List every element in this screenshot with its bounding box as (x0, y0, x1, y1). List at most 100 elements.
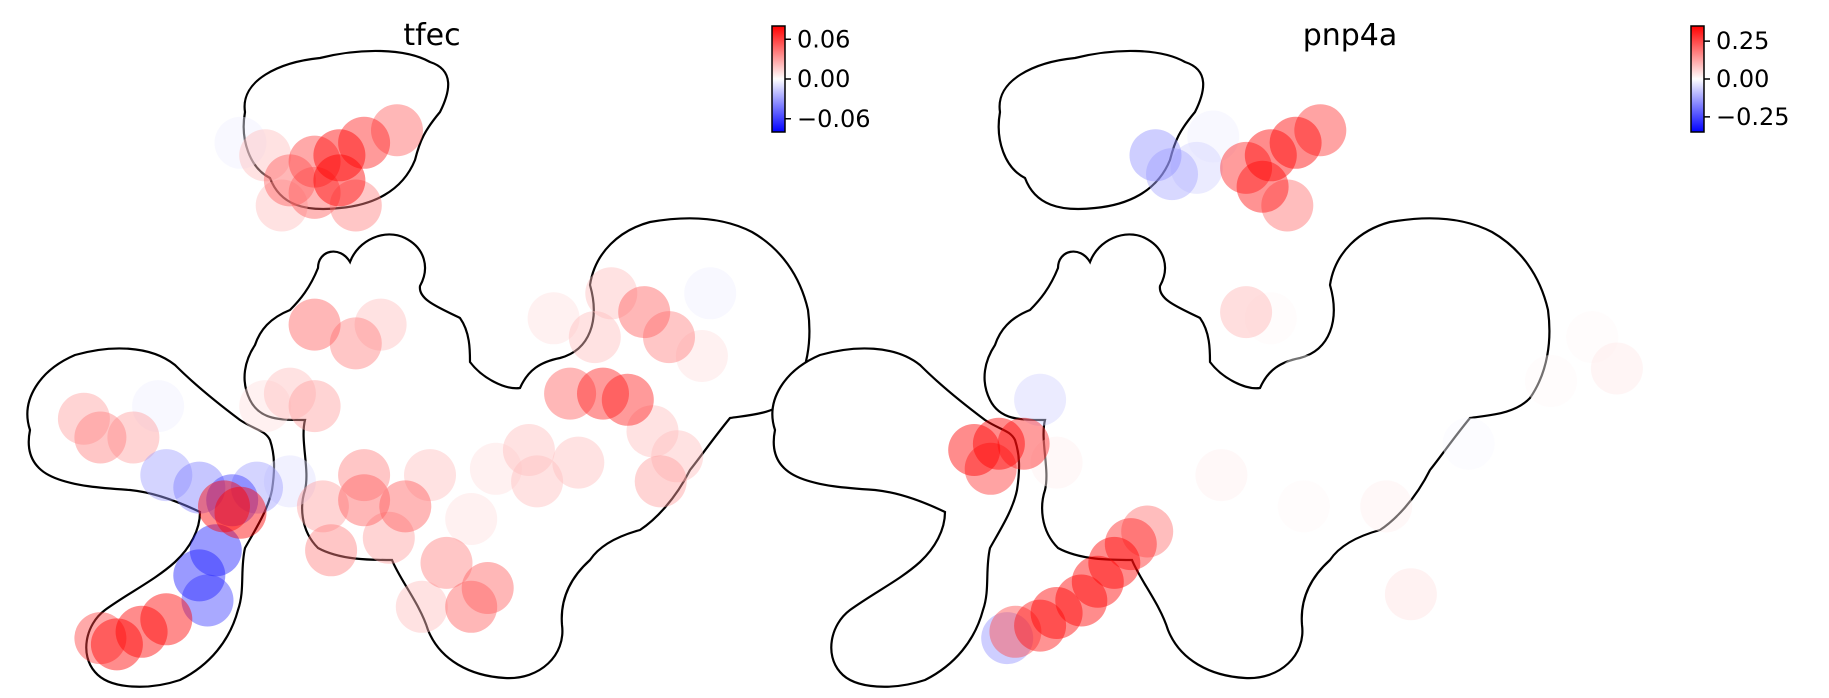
scatter-plot-tfec: tfec 0.06 0.00 −0.06 (26, 18, 871, 688)
data-point-40 (189, 524, 242, 577)
data-point-14 (1566, 311, 1619, 364)
data-point-29 (107, 411, 160, 464)
data-point-19 (643, 311, 695, 364)
data-point-23 (972, 417, 1025, 470)
colorbar-tick-label: −0.06 (797, 105, 871, 133)
data-point-56 (461, 562, 514, 614)
colorbar: 0.25 0.00 −0.25 (1690, 25, 1790, 133)
cluster-outline-2 (243, 217, 811, 680)
data-point-35 (981, 612, 1034, 665)
data-point-18 (1360, 480, 1413, 533)
data-point-46 (74, 612, 127, 665)
data-point-36 (231, 461, 283, 514)
data-point-13 (354, 298, 407, 351)
data-point-37 (263, 455, 316, 508)
data-point-25 (568, 311, 621, 364)
data-point-22 (544, 367, 597, 420)
data-point-54 (420, 536, 473, 589)
data-point-11 (1244, 292, 1297, 345)
data-point-10 (288, 166, 341, 219)
data-point-17 (1442, 417, 1495, 470)
points-layer (948, 104, 1643, 665)
data-point-8 (329, 179, 382, 232)
data-point-49 (338, 449, 391, 502)
data-point-45 (90, 618, 143, 671)
data-point-50 (305, 524, 358, 577)
data-point-28 (74, 411, 127, 464)
data-point-22 (948, 424, 1001, 476)
colorbar-tick-label: 0.00 (797, 65, 850, 93)
data-point-55 (445, 580, 498, 633)
data-point-64 (469, 442, 522, 495)
data-point-3 (1220, 141, 1273, 194)
data-point-20 (1277, 480, 1330, 533)
cluster-outline-2 (983, 217, 1551, 680)
cluster-outlines (26, 49, 811, 688)
data-point-20 (577, 367, 629, 420)
data-point-48 (379, 480, 432, 533)
data-point-28 (1104, 518, 1157, 571)
embedding-panel-tfec: tfec 0.06 0.00 −0.06 (26, 18, 871, 688)
scatter-plot-pnp4a: pnp4a 0.25 0.00 −0.25 (771, 18, 1790, 688)
data-point-4 (263, 154, 316, 207)
data-point-38 (198, 480, 250, 533)
data-point-10 (1220, 286, 1273, 339)
data-point-34 (173, 461, 226, 514)
data-point-19 (1384, 568, 1437, 621)
data-point-47 (338, 474, 391, 527)
data-point-59 (502, 424, 555, 476)
colorbar-gradient (771, 25, 786, 133)
data-point-15 (1590, 342, 1643, 395)
data-point-1 (313, 129, 366, 182)
data-point-17 (585, 267, 638, 320)
data-point-61 (511, 455, 564, 508)
data-point-9 (1187, 110, 1240, 163)
data-point-62 (634, 455, 687, 508)
data-point-1 (1269, 116, 1322, 169)
data-point-14 (263, 367, 316, 420)
data-point-32 (132, 380, 185, 433)
data-point-21 (601, 373, 654, 426)
data-point-23 (675, 330, 728, 382)
colorbar-gradient (1690, 25, 1705, 133)
data-point-44 (115, 605, 168, 658)
data-point-11 (288, 298, 341, 351)
data-point-63 (651, 430, 704, 483)
data-point-21 (1195, 449, 1248, 502)
data-point-8 (1170, 141, 1223, 194)
data-point-53 (296, 480, 349, 533)
colorbar-tick-label: 0.06 (797, 25, 850, 53)
data-point-26 (1014, 373, 1067, 426)
cluster-outline-1 (997, 49, 1205, 211)
data-point-30 (57, 392, 110, 445)
data-point-7 (1146, 148, 1198, 201)
data-point-41 (173, 549, 226, 602)
data-point-24 (684, 267, 737, 320)
colorbar: 0.06 0.00 −0.06 (771, 25, 871, 133)
data-point-43 (140, 593, 193, 646)
data-point-18 (618, 286, 671, 339)
cluster-outline-3 (26, 347, 276, 688)
data-point-31 (1055, 574, 1108, 627)
plot-title: tfec (403, 18, 460, 53)
data-point-13 (1360, 405, 1413, 458)
data-point-5 (1261, 179, 1314, 232)
data-point-27 (527, 292, 580, 345)
points-layer (33, 104, 737, 671)
data-point-33 (1014, 599, 1067, 652)
data-point-7 (214, 116, 267, 169)
data-point-58 (445, 493, 498, 545)
data-point-35 (206, 474, 259, 527)
data-point-3 (371, 104, 423, 157)
data-point-6 (239, 129, 292, 182)
data-point-6 (1129, 129, 1182, 182)
data-point-4 (1294, 104, 1347, 157)
colorbar-tick-label: 0.00 (1716, 65, 1769, 93)
data-point-31 (33, 424, 86, 476)
data-point-60 (552, 436, 605, 489)
colorbar-tick-label: 0.25 (1716, 27, 1769, 55)
data-point-0 (1244, 129, 1297, 182)
cluster-outline-1 (242, 49, 450, 211)
data-point-0 (338, 116, 391, 169)
